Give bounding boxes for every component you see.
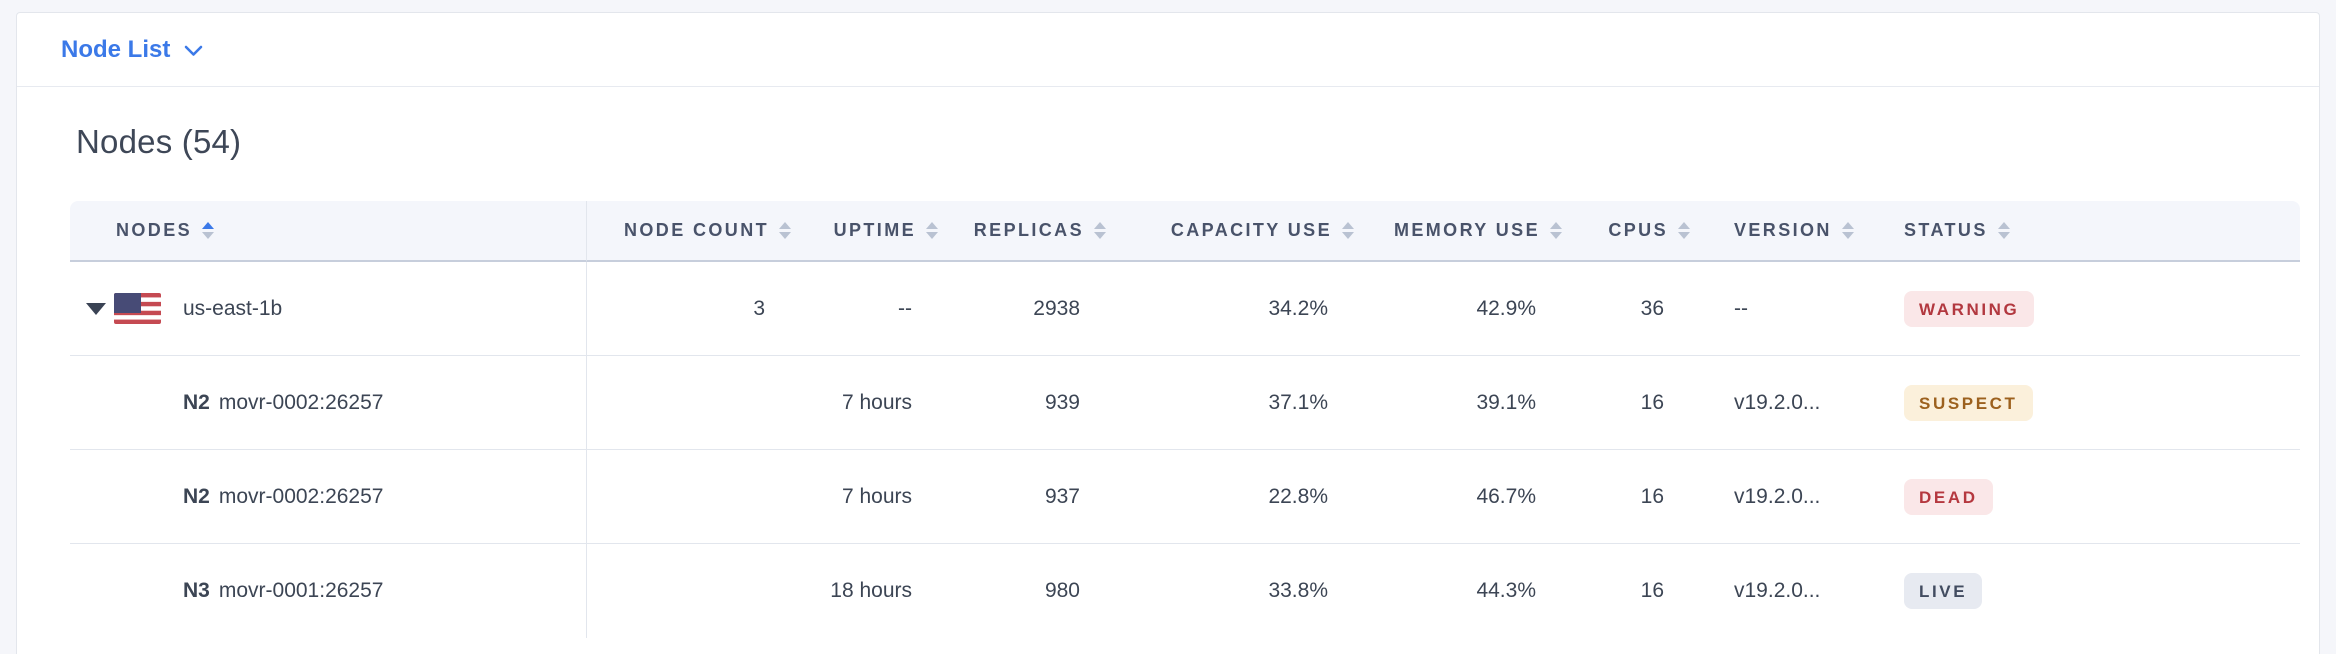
- collapse-caret-icon[interactable]: [86, 302, 106, 315]
- cell-uptime: --: [801, 262, 948, 356]
- column-label: STATUS: [1904, 220, 1988, 240]
- cell-capacity-use: 33.8%: [1116, 544, 1364, 638]
- cell-memory-use: 46.7%: [1364, 450, 1572, 544]
- sort-icon: [1550, 222, 1562, 239]
- cell-capacity-use: 37.1%: [1116, 356, 1364, 450]
- column-header-status[interactable]: STATUS: [1881, 201, 2300, 262]
- column-header-version[interactable]: VERSION: [1700, 201, 1881, 262]
- column-header-replicas[interactable]: REPLICAS: [948, 201, 1116, 262]
- cell-replicas: 937: [948, 450, 1116, 544]
- sort-icon: [926, 222, 938, 239]
- column-label: NODES: [116, 220, 193, 240]
- node-name: N2 movr-0002:26257: [183, 484, 384, 508]
- cell-memory-use: 39.1%: [1364, 356, 1572, 450]
- column-label: UPTIME: [833, 220, 916, 240]
- cell-version: v19.2.0...: [1700, 356, 1881, 450]
- cell-replicas: 2938: [948, 262, 1116, 356]
- column-header-node-count[interactable]: NODE COUNT: [587, 201, 801, 262]
- cell-cpus: 16: [1572, 544, 1700, 638]
- sort-icon: [1342, 222, 1354, 239]
- cell-uptime: 18 hours: [801, 544, 948, 638]
- us-flag-icon: [114, 293, 161, 324]
- sort-icon: [779, 222, 791, 239]
- cell-node-count: [587, 544, 801, 638]
- cell-version: v19.2.0...: [1700, 450, 1881, 544]
- sort-icon: [1997, 222, 2010, 239]
- column-header-cpus[interactable]: CPUS: [1572, 201, 1700, 262]
- status-badge: DEAD: [1904, 478, 1993, 515]
- column-label: MEMORY USE: [1393, 220, 1540, 240]
- column-header-capacity-use[interactable]: CAPACITY USE: [1116, 201, 1364, 262]
- sort-icon: [1841, 222, 1854, 239]
- cell-replicas: 939: [948, 356, 1116, 450]
- node-list-dropdown[interactable]: Node List: [61, 36, 203, 64]
- page-title: Nodes (54): [76, 123, 242, 160]
- cell-node-count: 3: [587, 262, 801, 356]
- column-label: REPLICAS: [973, 220, 1084, 240]
- node-list-dropdown-label: Node List: [61, 35, 171, 63]
- sort-icon: [1678, 222, 1690, 239]
- cell-node-count: [587, 450, 801, 544]
- status-badge: LIVE: [1904, 573, 1983, 609]
- column-label: CPUS: [1608, 220, 1668, 240]
- breadcrumb: Node List: [17, 13, 2319, 87]
- cell-cpus: 16: [1572, 356, 1700, 450]
- cell-node-count: [587, 356, 801, 450]
- table-header-row: NODES NODE COUNT UPTIME REPLICAS: [70, 201, 2300, 262]
- column-header-memory-use[interactable]: MEMORY USE: [1364, 201, 1572, 262]
- sort-icon: [1094, 222, 1106, 239]
- node-name: N3 movr-0001:26257: [183, 579, 384, 602]
- column-label: VERSION: [1734, 220, 1832, 240]
- cell-memory-use: 42.9%: [1364, 262, 1572, 356]
- node-row: N2 movr-0002:26257 7 hours 939 37.1% 39.1…: [70, 356, 2300, 450]
- node-list-card: Node List Nodes (54) NODES NODE COUNT: [16, 12, 2320, 654]
- cell-uptime: 7 hours: [801, 356, 948, 450]
- cell-capacity-use: 22.8%: [1116, 450, 1364, 544]
- cell-replicas: 980: [948, 544, 1116, 638]
- node-name: N2 movr-0002:26257: [183, 390, 384, 414]
- cell-memory-use: 44.3%: [1364, 544, 1572, 638]
- column-header-nodes[interactable]: NODES: [70, 201, 587, 262]
- status-badge: SUSPECT: [1904, 384, 2033, 421]
- sort-icon: [202, 222, 215, 239]
- cell-capacity-use: 34.2%: [1116, 262, 1364, 356]
- cell-version: --: [1700, 262, 1881, 356]
- column-header-uptime[interactable]: UPTIME: [801, 201, 948, 262]
- column-label: CAPACITY USE: [1170, 220, 1332, 240]
- nodes-table: NODES NODE COUNT UPTIME REPLICAS: [70, 201, 2300, 638]
- node-row: N3 movr-0001:26257 18 hours 980 33.8% 44.…: [70, 544, 2300, 638]
- region-row-us-east-1b: us-east-1b 3 -- 2938 34.2% 42.9% 36 -- W…: [70, 262, 2300, 356]
- chevron-down-icon: [185, 45, 203, 56]
- cell-version: v19.2.0...: [1700, 544, 1881, 638]
- region-name: us-east-1b: [183, 296, 283, 320]
- cell-uptime: 7 hours: [801, 450, 948, 544]
- cell-cpus: 16: [1572, 450, 1700, 544]
- cell-cpus: 36: [1572, 262, 1700, 356]
- column-label: NODE COUNT: [624, 220, 769, 240]
- status-badge: WARNING: [1904, 290, 2035, 327]
- node-row: N2 movr-0002:26257 7 hours 937 22.8% 46.7…: [70, 450, 2300, 544]
